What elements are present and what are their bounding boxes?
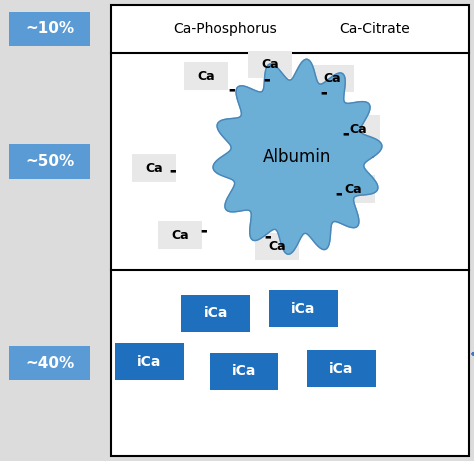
Bar <box>307 350 375 387</box>
Text: ▬: ▬ <box>343 130 349 137</box>
Text: ▬: ▬ <box>336 190 342 197</box>
Bar <box>310 65 354 92</box>
Text: Ca: Ca <box>349 123 367 136</box>
Bar <box>9 346 90 380</box>
Text: Ca-Phosphorus: Ca-Phosphorus <box>173 22 277 36</box>
Text: ▬: ▬ <box>201 227 207 234</box>
Text: ▬: ▬ <box>263 76 270 83</box>
Bar <box>158 221 202 249</box>
Text: Ca: Ca <box>268 240 286 253</box>
Bar <box>336 115 380 143</box>
Text: iCa: iCa <box>137 355 162 369</box>
Bar <box>132 154 176 182</box>
Text: ▬: ▬ <box>170 167 176 174</box>
Text: Ca: Ca <box>145 162 163 175</box>
Bar <box>269 290 337 327</box>
Text: ▬: ▬ <box>228 87 235 93</box>
Text: iCa: iCa <box>329 362 354 376</box>
Polygon shape <box>213 59 382 254</box>
Text: ▬: ▬ <box>320 89 327 95</box>
Text: iCa: iCa <box>232 364 256 378</box>
Text: Ca: Ca <box>261 58 279 71</box>
Bar <box>115 343 183 380</box>
Bar <box>111 5 469 456</box>
Text: ▬: ▬ <box>264 233 271 239</box>
Bar <box>248 51 292 78</box>
Text: Ca-Citrate: Ca-Citrate <box>339 22 410 36</box>
Bar <box>181 295 250 332</box>
Text: ~50%: ~50% <box>25 154 74 169</box>
Bar <box>331 175 375 203</box>
Text: Ca: Ca <box>323 72 341 85</box>
Bar <box>184 62 228 90</box>
Bar <box>255 233 299 260</box>
Text: iCa: iCa <box>291 302 316 316</box>
Text: ~10%: ~10% <box>25 21 74 36</box>
Text: Ca: Ca <box>197 70 215 83</box>
Text: Ca: Ca <box>344 183 362 195</box>
Bar <box>9 144 90 178</box>
Bar <box>210 353 279 390</box>
Text: iCa: iCa <box>203 307 228 320</box>
Text: ~40%: ~40% <box>25 355 74 371</box>
Text: Ca: Ca <box>171 229 189 242</box>
Bar <box>9 12 90 46</box>
Text: Albumin: Albumin <box>263 148 332 166</box>
